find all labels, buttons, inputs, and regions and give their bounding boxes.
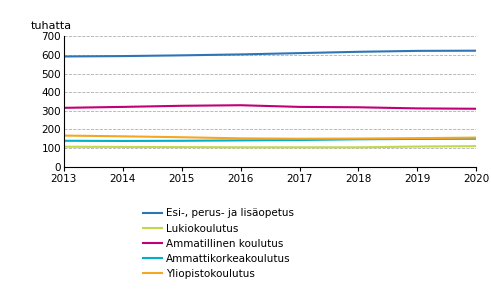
Ammatillinen koulutus <box>414 107 420 110</box>
Ammattikorkeakoulutus <box>414 137 420 141</box>
Lukiokoulutus <box>473 144 479 148</box>
Esi-, perus- ja lisäopetus <box>473 49 479 52</box>
Yliopistokoulutus <box>120 135 126 138</box>
Line: Ammatillinen koulutus: Ammatillinen koulutus <box>64 105 476 109</box>
Lukiokoulutus <box>61 145 67 148</box>
Lukiokoulutus <box>355 145 361 149</box>
Ammattikorkeakoulutus <box>120 139 126 143</box>
Yliopistokoulutus <box>414 136 420 140</box>
Lukiokoulutus <box>297 145 302 149</box>
Esi-, perus- ja lisäopetus <box>179 54 185 57</box>
Line: Ammattikorkeakoulutus: Ammattikorkeakoulutus <box>64 139 476 141</box>
Lukiokoulutus <box>238 145 244 149</box>
Lukiokoulutus <box>120 145 126 149</box>
Ammatillinen koulutus <box>61 106 67 110</box>
Line: Lukiokoulutus: Lukiokoulutus <box>64 146 476 147</box>
Yliopistokoulutus <box>179 135 185 139</box>
Yliopistokoulutus <box>297 137 302 141</box>
Ammattikorkeakoulutus <box>297 138 302 142</box>
Ammattikorkeakoulutus <box>473 137 479 141</box>
Ammattikorkeakoulutus <box>179 139 185 143</box>
Esi-, perus- ja lisäopetus <box>120 54 126 58</box>
Ammatillinen koulutus <box>297 105 302 109</box>
Text: tuhatta: tuhatta <box>31 21 72 31</box>
Ammatillinen koulutus <box>238 103 244 107</box>
Esi-, perus- ja lisäopetus <box>414 49 420 53</box>
Ammatillinen koulutus <box>179 104 185 108</box>
Ammattikorkeakoulutus <box>355 138 361 141</box>
Esi-, perus- ja lisäopetus <box>355 50 361 54</box>
Ammattikorkeakoulutus <box>61 139 67 143</box>
Ammatillinen koulutus <box>120 105 126 109</box>
Esi-, perus- ja lisäopetus <box>238 53 244 56</box>
Ammatillinen koulutus <box>355 105 361 109</box>
Yliopistokoulutus <box>61 134 67 137</box>
Yliopistokoulutus <box>238 137 244 140</box>
Ammattikorkeakoulutus <box>238 138 244 142</box>
Ammatillinen koulutus <box>473 107 479 111</box>
Esi-, perus- ja lisäopetus <box>297 51 302 55</box>
Yliopistokoulutus <box>473 136 479 139</box>
Legend: Esi-, perus- ja lisäopetus, Lukiokoulutus, Ammatillinen koulutus, Ammattikorkeak: Esi-, perus- ja lisäopetus, Lukiokoulutu… <box>143 208 294 279</box>
Line: Esi-, perus- ja lisäopetus: Esi-, perus- ja lisäopetus <box>64 51 476 56</box>
Line: Yliopistokoulutus: Yliopistokoulutus <box>64 135 476 139</box>
Esi-, perus- ja lisäopetus <box>61 55 67 58</box>
Lukiokoulutus <box>179 145 185 149</box>
Lukiokoulutus <box>414 145 420 148</box>
Yliopistokoulutus <box>355 137 361 140</box>
